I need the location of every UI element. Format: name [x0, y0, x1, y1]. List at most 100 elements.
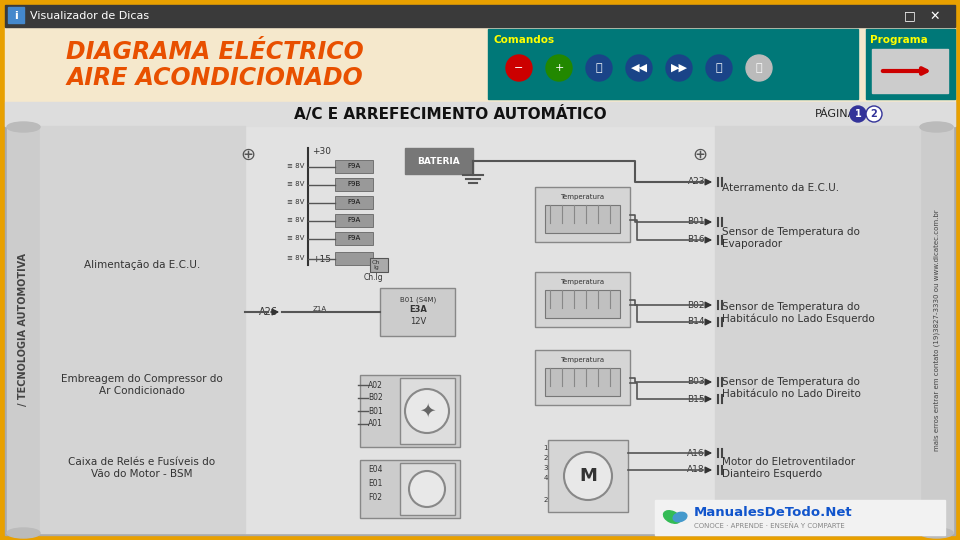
- Text: B02: B02: [368, 394, 383, 402]
- Bar: [40, 126, 245, 533]
- Text: A16: A16: [687, 449, 705, 457]
- Text: A01: A01: [368, 420, 383, 429]
- Text: A23: A23: [687, 178, 705, 186]
- Text: ▶▶: ▶▶: [670, 63, 687, 73]
- Bar: [7, 126, 40, 533]
- Bar: [380, 288, 455, 336]
- Text: BATERIA: BATERIA: [418, 157, 461, 165]
- Bar: [655, 500, 945, 535]
- Text: 2: 2: [871, 109, 877, 119]
- Circle shape: [850, 106, 866, 122]
- Ellipse shape: [920, 528, 953, 538]
- Ellipse shape: [7, 122, 40, 132]
- Text: ≡ 8V: ≡ 8V: [287, 235, 304, 241]
- Text: Sensor de Temperatura do
Evaporador: Sensor de Temperatura do Evaporador: [722, 227, 860, 249]
- Text: ≡ 8V: ≡ 8V: [287, 181, 304, 187]
- Text: Temperatura: Temperatura: [560, 279, 604, 285]
- Circle shape: [746, 55, 772, 81]
- Bar: [866, 29, 955, 99]
- Text: 2: 2: [543, 455, 548, 461]
- Bar: [920, 126, 953, 533]
- Bar: [548, 440, 628, 512]
- Bar: [335, 178, 373, 191]
- Ellipse shape: [673, 512, 686, 522]
- Bar: [360, 460, 460, 518]
- Text: F9A: F9A: [348, 164, 361, 170]
- Text: F02: F02: [368, 494, 382, 503]
- Text: +: +: [554, 63, 564, 73]
- Text: Visualizador de Dicas: Visualizador de Dicas: [30, 11, 149, 21]
- Text: E01: E01: [368, 480, 382, 489]
- Circle shape: [405, 389, 449, 433]
- Text: B03: B03: [687, 377, 705, 387]
- Bar: [545, 368, 620, 396]
- Text: B14: B14: [687, 318, 705, 327]
- Text: ⊕: ⊕: [692, 146, 708, 164]
- Text: A18: A18: [687, 465, 705, 475]
- Circle shape: [586, 55, 612, 81]
- Circle shape: [564, 452, 612, 500]
- Bar: [715, 126, 920, 533]
- Circle shape: [409, 471, 445, 507]
- Bar: [535, 350, 630, 405]
- Text: CONOCE · APRENDE · ENSEÑA Y COMPARTE: CONOCE · APRENDE · ENSEÑA Y COMPARTE: [694, 523, 845, 529]
- Bar: [5, 102, 955, 126]
- Bar: [535, 272, 630, 327]
- Circle shape: [866, 106, 882, 122]
- Text: 12V: 12V: [410, 318, 426, 327]
- Text: B01: B01: [687, 218, 705, 226]
- Text: B01: B01: [368, 407, 383, 415]
- Text: E04: E04: [368, 465, 382, 475]
- Text: mais erros entrar em contato (19)3827-3330 ou www.dicatec.com.br: mais erros entrar em contato (19)3827-33…: [933, 209, 940, 451]
- Circle shape: [626, 55, 652, 81]
- Text: 3: 3: [543, 465, 548, 471]
- Bar: [335, 232, 373, 245]
- Text: ≡ 8V: ≡ 8V: [287, 199, 304, 206]
- Bar: [335, 214, 373, 227]
- Ellipse shape: [7, 528, 40, 538]
- Text: / TECNOLOGIA AUTOMOTIVA: / TECNOLOGIA AUTOMOTIVA: [18, 253, 29, 407]
- Text: ManualesDeTodo.Net: ManualesDeTodo.Net: [694, 505, 852, 518]
- Text: ✕: ✕: [929, 10, 940, 23]
- Text: ⏮: ⏮: [596, 63, 602, 73]
- Circle shape: [506, 55, 532, 81]
- Text: Sensor de Temperatura do
Habitáculo no Lado Direito: Sensor de Temperatura do Habitáculo no L…: [722, 377, 861, 399]
- Text: F9A: F9A: [348, 218, 361, 224]
- Text: A02: A02: [368, 381, 383, 389]
- Text: F9A: F9A: [348, 235, 361, 241]
- Bar: [545, 290, 620, 318]
- Text: Ch.lg: Ch.lg: [363, 273, 383, 282]
- Text: B16: B16: [687, 235, 705, 245]
- Bar: [400, 378, 455, 444]
- Bar: [535, 187, 630, 242]
- Text: 1: 1: [543, 445, 548, 451]
- Bar: [335, 252, 373, 265]
- Text: ≡ 8V: ≡ 8V: [287, 255, 304, 261]
- Text: Embreagem do Compressor do
Ar Condicionado: Embreagem do Compressor do Ar Condiciona…: [61, 374, 223, 396]
- Text: i: i: [14, 11, 18, 21]
- Text: Temperatura: Temperatura: [560, 194, 604, 200]
- Bar: [370, 258, 388, 272]
- Text: F9A: F9A: [348, 199, 361, 206]
- Bar: [872, 49, 948, 93]
- Ellipse shape: [920, 122, 953, 132]
- Text: Aterramento da E.C.U.: Aterramento da E.C.U.: [722, 183, 839, 193]
- Text: 2: 2: [543, 497, 548, 503]
- Circle shape: [666, 55, 692, 81]
- Text: B01 (S4M): B01 (S4M): [400, 297, 436, 303]
- Bar: [488, 29, 858, 99]
- Text: Alimentação da E.C.U.: Alimentação da E.C.U.: [84, 260, 200, 270]
- Text: ⊕: ⊕: [240, 146, 255, 164]
- Text: −: −: [515, 63, 524, 73]
- Text: E3A: E3A: [409, 306, 427, 314]
- Text: ⏭: ⏭: [716, 63, 722, 73]
- Circle shape: [706, 55, 732, 81]
- Text: Motor do Eletroventilador
Dianteiro Esquerdo: Motor do Eletroventilador Dianteiro Esqu…: [722, 457, 855, 479]
- Bar: [245, 126, 715, 533]
- Text: Ch
lg: Ch lg: [372, 260, 380, 271]
- Text: 4: 4: [543, 475, 548, 481]
- Text: ≡ 8V: ≡ 8V: [287, 218, 304, 224]
- Text: M: M: [579, 467, 597, 485]
- Text: F9B: F9B: [348, 181, 361, 187]
- Text: Sensor de Temperatura do
Habitáculo no Lado Esquerdo: Sensor de Temperatura do Habitáculo no L…: [722, 302, 875, 324]
